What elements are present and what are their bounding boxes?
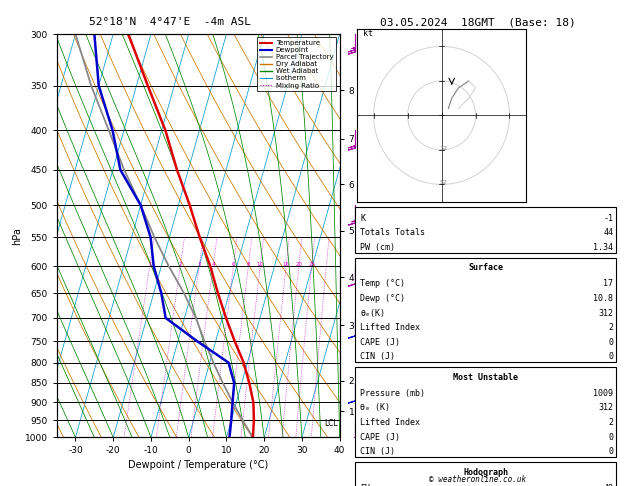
Text: LCL: LCL [324, 419, 338, 428]
Text: 16: 16 [282, 262, 289, 267]
Text: 4: 4 [211, 262, 214, 267]
Text: Hodograph: Hodograph [464, 468, 508, 477]
Text: 6: 6 [231, 262, 235, 267]
Text: 312: 312 [598, 403, 613, 413]
Text: 44: 44 [603, 228, 613, 238]
Text: Dewp (°C): Dewp (°C) [360, 294, 406, 303]
Y-axis label: hPa: hPa [12, 227, 22, 244]
Text: 8: 8 [247, 262, 250, 267]
Text: 32: 32 [439, 146, 447, 151]
Text: CAPE (J): CAPE (J) [360, 433, 401, 442]
Text: CIN (J): CIN (J) [360, 352, 396, 362]
Text: 52: 52 [439, 180, 447, 186]
Text: Lifted Index: Lifted Index [360, 418, 420, 427]
Text: 0: 0 [608, 447, 613, 456]
Text: kt: kt [364, 29, 374, 38]
Text: 0: 0 [608, 338, 613, 347]
Text: 25: 25 [308, 262, 315, 267]
Text: 0: 0 [608, 433, 613, 442]
Text: θₑ(K): θₑ(K) [360, 309, 386, 318]
Text: 1009: 1009 [593, 389, 613, 398]
X-axis label: Dewpoint / Temperature (°C): Dewpoint / Temperature (°C) [128, 460, 268, 469]
Text: Most Unstable: Most Unstable [454, 373, 518, 382]
Text: 1.34: 1.34 [593, 243, 613, 252]
Text: 10.8: 10.8 [593, 294, 613, 303]
Text: © weatheronline.co.uk: © weatheronline.co.uk [430, 474, 526, 484]
Text: PW (cm): PW (cm) [360, 243, 396, 252]
Text: 20: 20 [295, 262, 302, 267]
Text: 312: 312 [598, 309, 613, 318]
Text: 17: 17 [603, 279, 613, 289]
Text: 2: 2 [179, 262, 182, 267]
Text: 3: 3 [198, 262, 201, 267]
Y-axis label: km
ASL: km ASL [357, 227, 377, 244]
Text: 0: 0 [608, 352, 613, 362]
Text: 49: 49 [603, 484, 613, 486]
Text: 2: 2 [608, 418, 613, 427]
Text: 52°18'N  4°47'E  -4m ASL: 52°18'N 4°47'E -4m ASL [89, 17, 251, 27]
Text: Surface: Surface [469, 263, 503, 273]
Text: -1: -1 [603, 214, 613, 223]
Text: 2: 2 [608, 323, 613, 332]
Text: θₑ (K): θₑ (K) [360, 403, 391, 413]
Text: CIN (J): CIN (J) [360, 447, 396, 456]
Text: Temp (°C): Temp (°C) [360, 279, 406, 289]
Text: EH: EH [360, 484, 370, 486]
Text: K: K [360, 214, 365, 223]
Text: 10: 10 [257, 262, 264, 267]
Text: Lifted Index: Lifted Index [360, 323, 420, 332]
Text: CAPE (J): CAPE (J) [360, 338, 401, 347]
Text: 1: 1 [148, 262, 152, 267]
Text: Pressure (mb): Pressure (mb) [360, 389, 425, 398]
Text: 03.05.2024  18GMT  (Base: 18): 03.05.2024 18GMT (Base: 18) [380, 17, 576, 27]
Legend: Temperature, Dewpoint, Parcel Trajectory, Dry Adiabat, Wet Adiabat, Isotherm, Mi: Temperature, Dewpoint, Parcel Trajectory… [257, 37, 336, 91]
Text: Totals Totals: Totals Totals [360, 228, 425, 238]
